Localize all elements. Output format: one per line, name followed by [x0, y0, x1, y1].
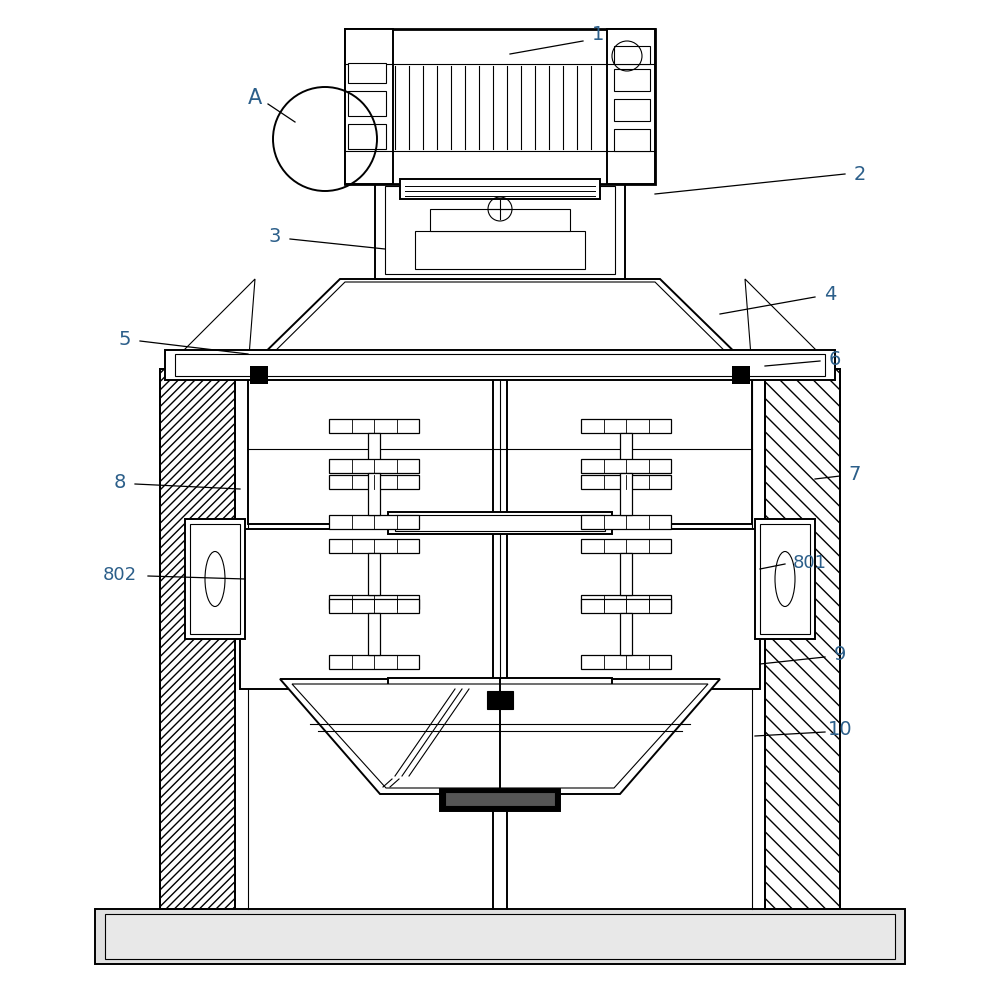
Bar	[248, 380, 752, 525]
Text: 3: 3	[269, 228, 281, 247]
Bar	[368, 613, 380, 655]
Bar	[620, 554, 632, 595]
Bar	[755, 520, 815, 639]
Bar	[440, 789, 560, 811]
Bar	[375, 180, 625, 279]
Bar	[760, 525, 810, 634]
Text: 8: 8	[114, 473, 126, 492]
Bar	[614, 47, 650, 65]
Bar	[329, 419, 419, 433]
Bar	[175, 355, 825, 377]
Polygon shape	[260, 282, 740, 367]
Bar	[368, 433, 380, 475]
Bar	[329, 475, 419, 489]
Bar	[248, 535, 752, 684]
Text: 5: 5	[119, 330, 131, 349]
Bar	[329, 516, 419, 530]
Text: 9: 9	[834, 645, 846, 664]
Bar	[581, 459, 671, 473]
Bar	[620, 473, 632, 516]
Bar	[581, 419, 671, 433]
Text: 4: 4	[824, 285, 836, 304]
Text: 801: 801	[793, 554, 827, 572]
Bar	[614, 70, 650, 91]
Bar	[348, 125, 386, 150]
Bar	[385, 187, 615, 274]
Bar	[614, 100, 650, 122]
Text: 2: 2	[854, 165, 866, 184]
Bar	[620, 433, 632, 475]
Bar	[345, 30, 393, 185]
Text: 1: 1	[592, 26, 604, 45]
Polygon shape	[248, 279, 752, 370]
Bar	[185, 520, 245, 639]
Bar	[368, 554, 380, 595]
Bar	[765, 370, 840, 910]
Bar	[160, 370, 235, 910]
Text: 802: 802	[103, 566, 137, 583]
Bar	[581, 540, 671, 554]
Bar	[160, 370, 235, 910]
Bar	[732, 367, 750, 385]
Bar	[430, 210, 570, 232]
Bar	[329, 599, 419, 613]
Bar	[400, 180, 600, 200]
Text: 10: 10	[828, 720, 852, 739]
Bar	[240, 530, 760, 689]
Bar	[581, 599, 671, 613]
Bar	[581, 595, 671, 609]
Bar	[345, 30, 655, 185]
Bar	[581, 655, 671, 669]
Bar	[487, 691, 513, 710]
Bar	[165, 351, 835, 381]
Bar	[95, 910, 905, 964]
Bar	[329, 595, 419, 609]
Bar	[388, 513, 612, 535]
Text: 7: 7	[849, 465, 861, 484]
Bar	[395, 516, 605, 532]
Polygon shape	[292, 684, 708, 788]
Bar	[348, 64, 386, 83]
Polygon shape	[280, 679, 720, 794]
Bar	[607, 30, 655, 185]
Text: 6: 6	[829, 350, 841, 369]
Bar	[105, 914, 895, 959]
Bar	[348, 91, 386, 117]
Polygon shape	[745, 279, 835, 370]
Bar	[581, 475, 671, 489]
Bar	[415, 232, 585, 269]
Bar	[329, 540, 419, 554]
Bar	[329, 655, 419, 669]
Bar	[614, 130, 650, 152]
Bar	[445, 792, 555, 806]
Bar	[388, 678, 612, 697]
Bar	[329, 459, 419, 473]
Bar	[190, 525, 240, 634]
Bar	[765, 370, 840, 910]
Bar	[581, 516, 671, 530]
Bar	[250, 367, 268, 385]
Bar	[620, 613, 632, 655]
Bar	[368, 473, 380, 516]
Text: A: A	[248, 87, 262, 108]
Polygon shape	[165, 279, 255, 370]
